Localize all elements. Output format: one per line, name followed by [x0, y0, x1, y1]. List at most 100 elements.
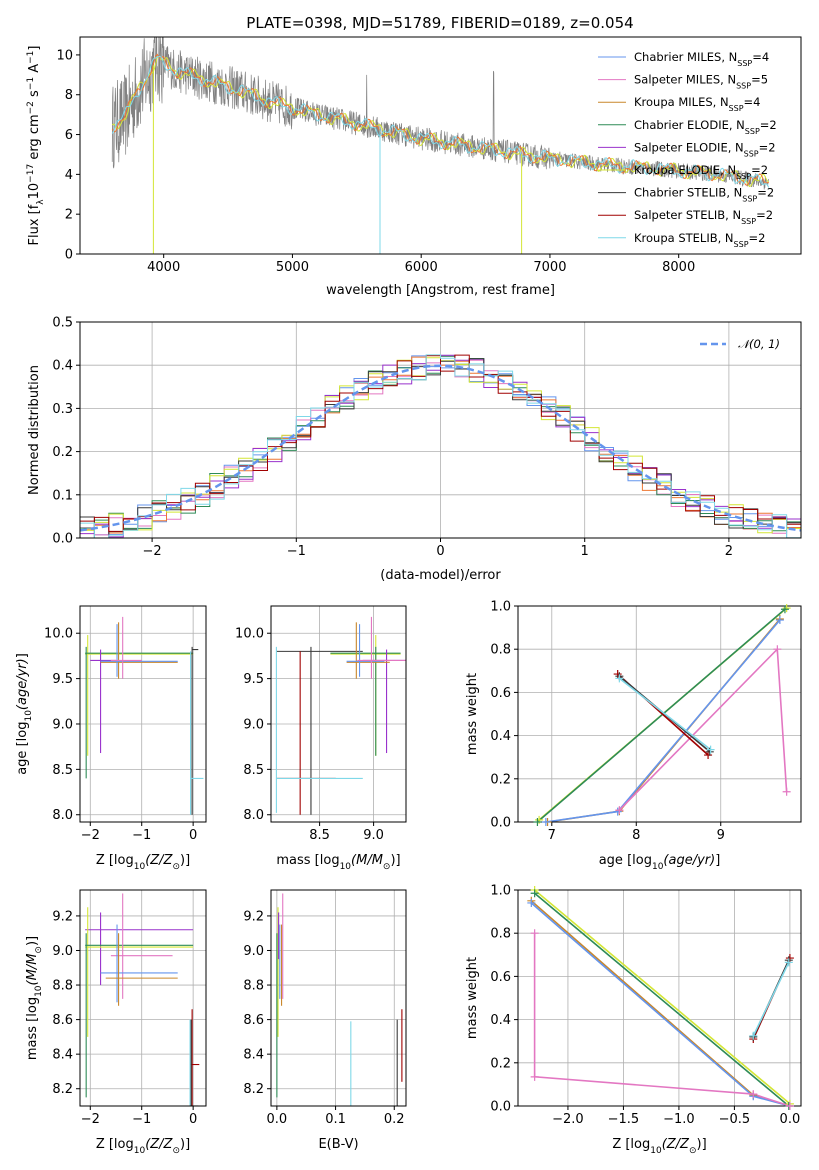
y-tick-label: 0.2 — [490, 1056, 511, 1071]
weight-marker — [785, 954, 794, 963]
y-tick-label: 10.0 — [44, 627, 73, 642]
weight-line — [534, 892, 790, 1106]
y-tick-label: 9.2 — [52, 909, 73, 924]
y-tick-label: 0.4 — [490, 729, 511, 744]
age-vs-Z-x-label: Z [log10(Z/Z⊙)] — [96, 853, 190, 872]
x-tick-label: −0.5 — [719, 1112, 751, 1127]
legend-entry: Chabrier STELIB, NSSP=2 — [634, 186, 774, 204]
x-tick-label: 0.2 — [384, 1112, 405, 1127]
observed-spectrum — [111, 37, 770, 190]
y-tick-label: 2 — [65, 208, 73, 223]
y-tick-label: 9.2 — [243, 909, 264, 924]
y-tick-label: 8.5 — [52, 763, 73, 778]
weight-vs-Z-y-label: mass weight — [465, 957, 480, 1039]
weight-vs-Z-x-label: Z [log10(Z/Z⊙)] — [612, 1137, 706, 1156]
weight-marker — [530, 929, 539, 938]
y-tick-label: 8.2 — [243, 1082, 264, 1097]
legend-entry: Salpeter MILES, NSSP=5 — [634, 73, 768, 91]
y-tick-label: 0.8 — [490, 643, 511, 658]
y-tick-label: 8.4 — [243, 1048, 264, 1063]
y-tick-label: 0.2 — [52, 445, 73, 460]
y-tick-label: 0.0 — [490, 1100, 511, 1115]
weight-marker — [749, 1031, 758, 1040]
x-tick-label: 4000 — [147, 260, 180, 275]
weight-marker — [749, 1090, 758, 1099]
y-tick-label: 8.6 — [52, 1013, 73, 1028]
y-tick-label: 0.2 — [490, 772, 511, 787]
mass-vs-Z-x-label: Z [log10(Z/Z⊙)] — [96, 1137, 190, 1156]
axes-frame — [517, 605, 802, 823]
y-tick-label: 8.5 — [243, 763, 264, 778]
weight-vs-age-plot-area — [536, 607, 788, 822]
y-tick-label: 8.6 — [243, 1013, 264, 1028]
x-tick-label: 9 — [717, 828, 725, 843]
y-tick-label: 9.5 — [243, 672, 264, 687]
y-tick-label: 8 — [65, 88, 73, 103]
x-tick-label: 0 — [189, 828, 197, 843]
y-tick-label: 0.4 — [52, 359, 73, 374]
weight-marker — [615, 806, 624, 815]
residuals-y-label: Normed distribution — [27, 365, 42, 495]
legend-entry: Salpeter STELIB, NSSP=2 — [634, 208, 773, 226]
mass-vs-ebv-panel: 0.0 0.1 0.2 8.2 8.4 8.6 8.8 9.0 9.2 E(B-V) — [243, 889, 407, 1152]
axes-frame — [79, 36, 802, 255]
x-tick-label: 0.0 — [267, 1112, 288, 1127]
legend-entry: Chabrier MILES, NSSP=4 — [634, 50, 769, 68]
weight-marker — [775, 616, 784, 625]
weight-marker — [533, 818, 542, 826]
legend-entry: Kroupa STELIB, NSSP=2 — [634, 231, 765, 249]
weight-line — [618, 677, 712, 751]
x-tick-label: 7 — [548, 828, 556, 843]
weight-line — [545, 619, 781, 822]
legend-entry: Kroupa ELODIE, NSSP=2 — [634, 163, 768, 181]
y-tick-label: 0.1 — [52, 488, 73, 503]
weight-marker — [530, 889, 539, 898]
x-tick-label: 8 — [632, 828, 640, 843]
legend-entry: Salpeter ELODIE, NSSP=2 — [634, 140, 776, 158]
spectrum-x-label: wavelength [Angstrom, rest frame] — [326, 283, 555, 298]
weight-marker — [785, 1102, 794, 1110]
y-tick-label: 9.5 — [52, 672, 73, 687]
figure-title: PLATE=0398, MJD=51789, FIBERID=0189, z=0… — [246, 14, 633, 32]
age-vs-mass-plot-area — [275, 616, 406, 815]
y-tick-label: 8.8 — [243, 979, 264, 994]
mass-vs-Z-panel: −2 −1 0 8.2 8.4 8.6 8.8 9.0 9.2 Z [log10(Z/Z⊙)] ma… — [25, 889, 207, 1156]
age-vs-mass-x-label: mass [log10(M/M⊙)] — [276, 853, 400, 872]
y-tick-label: 0.3 — [52, 402, 73, 417]
x-tick-label: −1.0 — [663, 1112, 695, 1127]
residuals-x-label: (data-model)/error — [380, 568, 501, 583]
legend-entry: 𝒩(0, 1) — [738, 337, 780, 351]
weight-marker — [527, 898, 536, 907]
weight-marker — [615, 674, 624, 683]
weight-vs-Z-panel: −2.0 −1.5 −1.0 −0.5 0.0 0.0 0.2 0.4 0.6 0.8 1.0 Z [… — [465, 884, 802, 1156]
residual-histogram — [80, 354, 801, 538]
y-tick-label: 0 — [65, 248, 73, 263]
y-tick-label: 8.8 — [52, 979, 73, 994]
x-tick-label: 9.0 — [363, 828, 384, 843]
weight-line — [536, 608, 786, 822]
weight-vs-age-x-label: age [log10(age/yr)] — [599, 853, 721, 872]
mass-vs-Z-plot-area — [85, 893, 200, 1106]
axes-frame — [270, 889, 407, 1107]
x-tick-label: −1.5 — [608, 1112, 640, 1127]
y-tick-label: 9.0 — [52, 717, 73, 732]
weight-vs-Z-plot-area — [530, 890, 791, 1106]
y-tick-label: 0.4 — [490, 1013, 511, 1028]
mass-vs-Z-y-label: mass [log10(M/M⊙)] — [25, 936, 44, 1060]
x-tick-label: −1 — [132, 828, 151, 843]
weight-marker — [613, 807, 622, 816]
age-vs-mass-panel: 8.5 9.0 8.0 8.5 9.0 9.5 10.0 mass [log10(M/M⊙)] — [235, 605, 407, 872]
x-tick-label: −1 — [287, 544, 306, 559]
y-tick-label: 1.0 — [490, 600, 511, 615]
y-tick-label: 10.0 — [235, 627, 264, 642]
y-tick-label: 0.8 — [490, 927, 511, 942]
weight-marker — [782, 604, 791, 613]
weight-line — [752, 962, 790, 1037]
y-tick-label: 1.0 — [490, 884, 511, 899]
weight-marker — [782, 787, 791, 796]
y-tick-label: 8.2 — [52, 1082, 73, 1097]
model-spectrum — [111, 55, 770, 188]
axes-frame — [270, 605, 407, 823]
normal-curve — [80, 364, 801, 532]
x-tick-label: 0 — [189, 1112, 197, 1127]
